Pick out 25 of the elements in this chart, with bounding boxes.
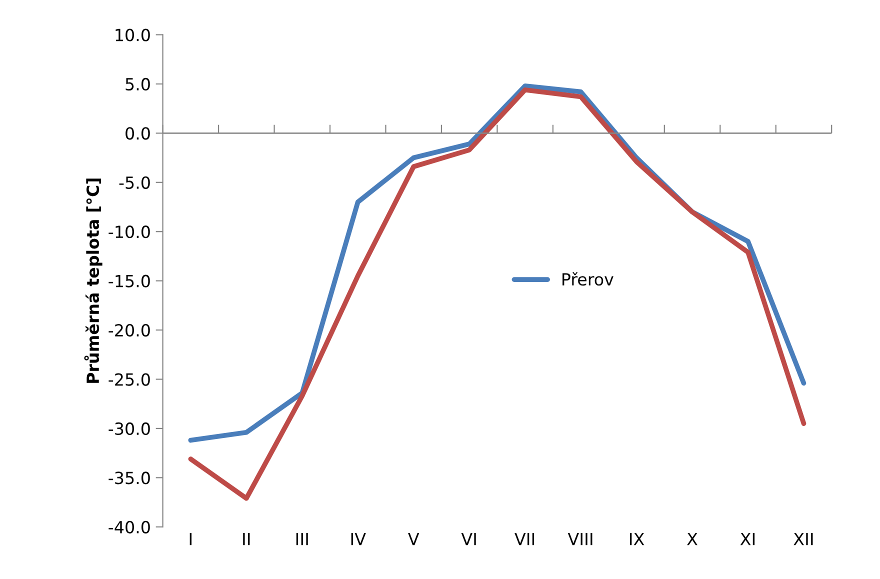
y-tick-label: 10.0	[116, 28, 150, 42]
y-tick-label: -20.0	[108, 324, 150, 337]
y-tick-label: -40.0	[108, 520, 150, 534]
x-tick-label: VII	[514, 532, 534, 546]
y-tick-label: -15.0	[108, 274, 150, 288]
x-tick-label: IX	[630, 532, 644, 546]
x-tick-label: X	[687, 532, 698, 546]
y-tick-label: 0.0	[126, 127, 150, 140]
y-axis-title: Průměrná teplota [°C]	[84, 178, 102, 383]
y-tick-label: -35.0	[108, 472, 150, 484]
y-tick-label: -5.0	[119, 176, 150, 189]
x-tick-label: VIII	[568, 532, 592, 546]
x-tick-label: II	[243, 532, 250, 546]
legend-label: Přerov	[562, 272, 614, 286]
x-tick-label: XI	[740, 532, 755, 546]
x-tick-label: III	[296, 532, 308, 546]
y-tick-label: -30.0	[108, 422, 150, 436]
x-tick-label: I	[190, 532, 192, 546]
x-tick-label: VI	[461, 532, 476, 546]
x-tick-label: IV	[351, 532, 366, 546]
y-tick-label: 5.0	[126, 78, 150, 91]
y-tick-label: -25.0	[108, 373, 150, 386]
x-tick-label: V	[408, 532, 420, 546]
x-tick-label: XII	[794, 532, 813, 546]
y-tick-label: -10.0	[108, 226, 150, 238]
